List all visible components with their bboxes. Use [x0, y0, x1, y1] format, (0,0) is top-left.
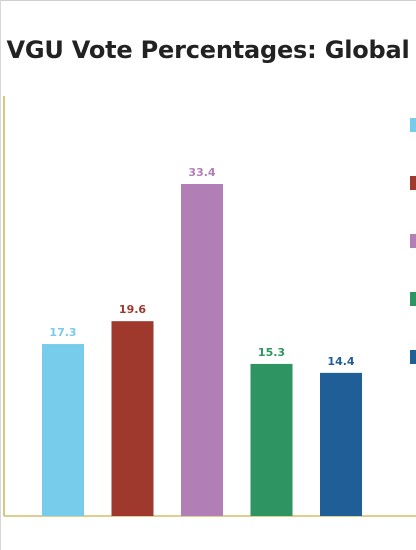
value-labels: 17.3 19.6 33.4 15.3 14.4 [49, 166, 354, 368]
legend-swatch [410, 118, 416, 132]
bar-value-label: 19.6 [119, 303, 146, 316]
legend [410, 118, 416, 364]
bar [250, 363, 293, 516]
bar-value-label: 15.3 [258, 346, 285, 359]
legend-swatch [410, 234, 416, 248]
bar [181, 184, 223, 516]
bar-series [42, 184, 362, 516]
bar-value-label: 33.4 [188, 166, 215, 179]
bar [320, 372, 362, 516]
chart-title: VGU Vote Percentages: Global [6, 36, 410, 64]
bar [42, 344, 84, 516]
bar-value-label: 17.3 [49, 326, 76, 339]
bar [111, 321, 154, 516]
legend-swatch [410, 292, 416, 306]
legend-swatch [410, 350, 416, 364]
bar-value-label: 14.4 [327, 355, 354, 368]
legend-swatch [410, 176, 416, 190]
